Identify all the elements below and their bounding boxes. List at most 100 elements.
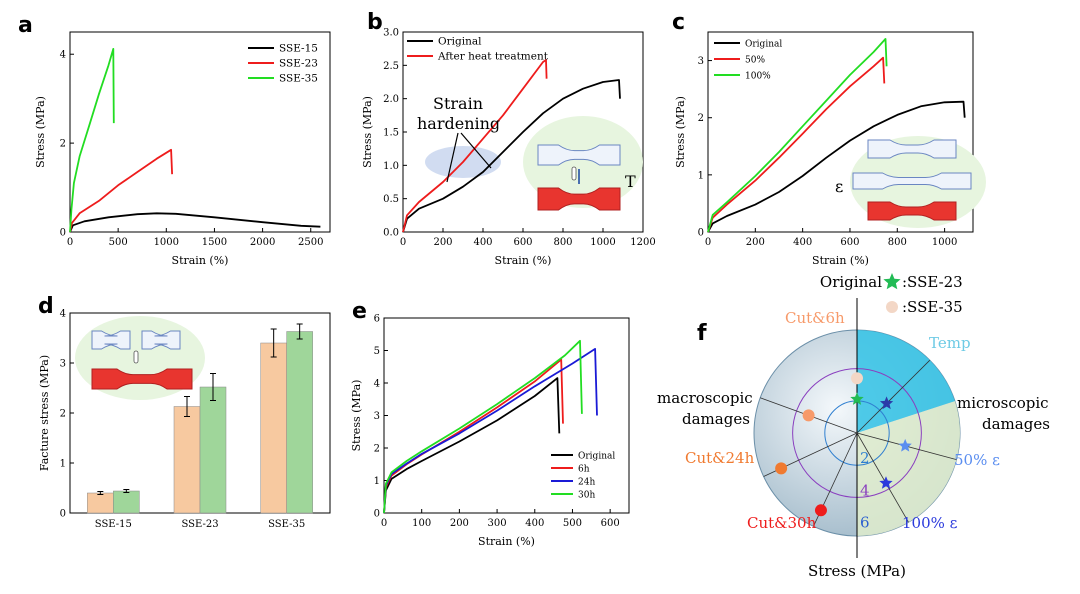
panel-a-letter: a: [18, 13, 33, 38]
c-xlabel: Strain (%): [812, 254, 869, 267]
b-ytick-label: 1.0: [383, 161, 399, 172]
c-inset-sample-middle: [852, 172, 972, 190]
e-xtick-label: 300: [488, 518, 507, 529]
panel-a: a 0 500 1000 1500 2000 2500 0 2 4 Strain (%) Stress…: [18, 13, 331, 267]
f-dot-marker: [802, 409, 815, 422]
e-xtick-label: 600: [601, 518, 620, 529]
f-xlabel: Stress (MPa): [808, 562, 906, 580]
f-legend-star-text: :SSE-23: [902, 273, 963, 291]
thermometer-icon: [133, 350, 139, 364]
f-ring-label: 4: [860, 481, 870, 499]
d-ytick-label: 4: [60, 309, 66, 320]
d-bar: [199, 386, 227, 514]
d-category-label: SSE-15: [95, 519, 132, 530]
a-xtick-label: 2500: [298, 237, 323, 248]
f-legend-star-name: Original: [820, 273, 882, 291]
f-star-marker: [879, 476, 893, 489]
d-ytick-label: 0: [60, 509, 66, 520]
e-xtick-label: 200: [450, 518, 469, 529]
f-point-label: 100% ε: [902, 514, 958, 532]
e-ytick-label: 5: [374, 346, 380, 357]
b-inset-label: T: [625, 172, 636, 191]
e-legend-label: 30h: [578, 491, 595, 501]
f-star-marker: [850, 392, 864, 405]
panel-c: c 0 200 400 600 800 1000 0 1 2 3 Strain (%) Stress (…: [672, 10, 986, 267]
d-category-label: SSE-23: [181, 519, 218, 530]
e-xtick-label: 500: [563, 518, 582, 529]
f-point-label: Cut&6h: [785, 309, 845, 327]
panel-c-letter: c: [672, 10, 685, 35]
c-legend-label: Original: [745, 40, 782, 50]
a-xtick-label: 0: [67, 237, 73, 248]
c-xtick-label: 600: [840, 237, 859, 248]
a-series-1: [69, 148, 173, 233]
b-ytick-label: 3.0: [383, 28, 399, 39]
e-xtick-label: 100: [412, 518, 431, 529]
a-xlabel: Strain (%): [172, 254, 229, 267]
e-xtick-label: 0: [381, 518, 387, 529]
a-xtick-label: 500: [109, 237, 128, 248]
d-ytick-label: 3: [60, 359, 66, 370]
f-point-label: 50% ε: [954, 451, 1000, 469]
f-point-label: Temp: [929, 334, 971, 352]
c-series-0: [707, 100, 966, 233]
c-legend-label: 50%: [745, 56, 765, 66]
d-ytick-label: 2: [60, 409, 66, 420]
d-bar: [113, 490, 140, 514]
a-ylabel: Stress (MPa): [34, 96, 47, 168]
c-xtick-label: 1000: [932, 237, 957, 248]
e-ylabel: Stress (MPa): [350, 380, 363, 452]
e-legend-label: 24h: [578, 478, 595, 488]
c-ytick-label: 2: [698, 113, 704, 124]
b-xtick-label: 1200: [630, 237, 655, 248]
b-series-0: [402, 79, 621, 233]
c-xtick-label: 200: [746, 237, 765, 248]
c-frame: [707, 31, 974, 233]
thermometer-icon: [571, 166, 577, 181]
b-inset-bg: [523, 116, 643, 208]
c-ytick-label: 0: [698, 228, 704, 239]
a-xtick-label: 1500: [202, 237, 227, 248]
a-legend-label: SSE-15: [279, 43, 318, 55]
d-inset-healed: [91, 368, 193, 390]
c-inset-sample-bottom: [867, 201, 957, 221]
f-ring-label: 6: [860, 514, 870, 532]
b-xtick-label: 0: [400, 237, 406, 248]
e-legend-label: 6h: [578, 465, 590, 475]
f-ring-label: 2: [860, 449, 870, 467]
f-micro-wedge: [857, 401, 960, 536]
c-xtick-label: 800: [888, 237, 907, 248]
panel-e: e 0 100 200 300 400 500 600 0 1 2 3 4 5 6 Strain (%) Str…: [350, 299, 630, 548]
e-ytick-label: 3: [374, 411, 380, 422]
d-ytick-label: 1: [60, 459, 66, 470]
panel-d-letter: d: [38, 294, 54, 319]
b-arrow-2: [460, 132, 492, 169]
b-xtick-label: 400: [473, 237, 492, 248]
a-legend-label: SSE-35: [279, 73, 318, 85]
b-xtick-label: 600: [513, 237, 532, 248]
f-micro-label-2: damages: [982, 415, 1050, 433]
e-ytick-label: 0: [374, 509, 380, 520]
f-temp-wedge: [857, 329, 955, 433]
a-ytick-label: 2: [60, 139, 66, 150]
panel-e-letter: e: [352, 299, 367, 324]
f-point-label: Cut&24h: [685, 449, 755, 467]
e-xlabel: Strain (%): [478, 535, 535, 548]
panel-f-letter: f: [697, 321, 707, 346]
c-xtick-label: 0: [705, 237, 711, 248]
c-ytick-label: 1: [698, 170, 704, 181]
b-legend-label: After heat treatment: [437, 51, 549, 63]
e-series-2: [383, 348, 598, 514]
e-legend-label: Original: [578, 452, 615, 462]
b-ylabel: Stress (MPa): [361, 96, 374, 168]
c-xtick-label: 400: [793, 237, 812, 248]
b-xtick-label: 800: [553, 237, 572, 248]
c-ytick-label: 3: [698, 56, 704, 67]
c-inset-sample-top: [867, 139, 957, 159]
b-inset-sample-bottom: [537, 187, 621, 211]
b-ytick-label: 1.5: [383, 128, 399, 139]
panel-b-letter: b: [367, 10, 383, 35]
d-bar: [260, 342, 287, 514]
e-series-3: [383, 339, 583, 514]
f-legend-star: [883, 273, 901, 290]
